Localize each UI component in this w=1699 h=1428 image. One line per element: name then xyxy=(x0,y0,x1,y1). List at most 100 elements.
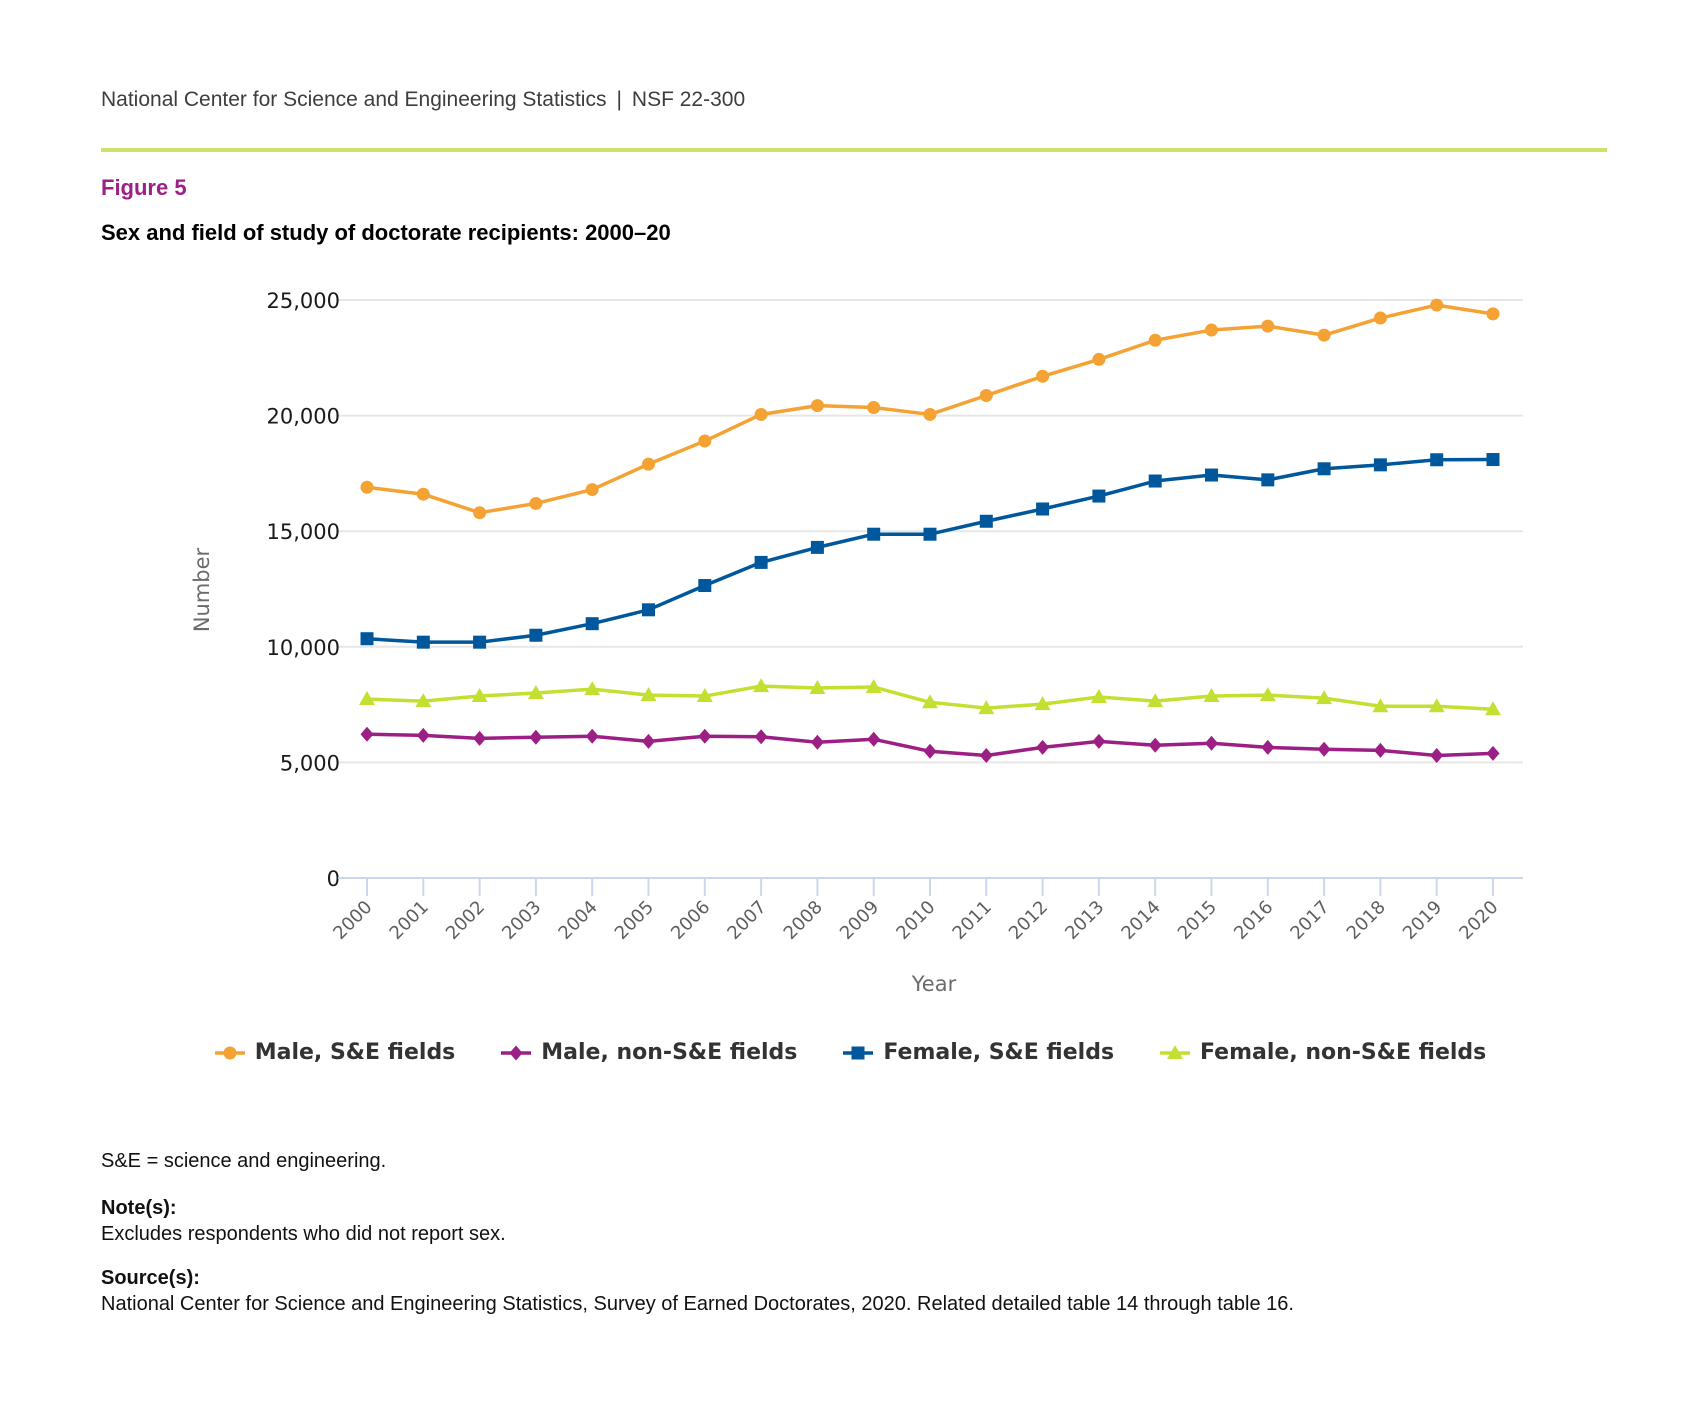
x-tick-label: 2018 xyxy=(1343,897,1390,944)
data-point xyxy=(1261,473,1275,487)
data-point xyxy=(473,506,487,520)
data-point xyxy=(1261,739,1275,755)
figure-label: Figure 5 xyxy=(101,175,187,200)
series-male-non-s-e-fields xyxy=(360,726,1500,763)
y-tick-label: 5,000 xyxy=(280,751,340,775)
data-point xyxy=(1259,687,1276,702)
data-point xyxy=(1430,453,1444,467)
data-point xyxy=(529,496,543,510)
header-report-id: NSF 22-300 xyxy=(631,88,746,111)
x-tick-label: 2002 xyxy=(442,897,489,944)
data-point xyxy=(1430,747,1444,763)
data-point xyxy=(1261,319,1275,333)
data-point xyxy=(359,691,375,706)
data-point xyxy=(1036,502,1050,516)
notes-heading: Note(s): xyxy=(101,1197,177,1219)
data-point xyxy=(360,632,374,646)
series-female-s-e-fields xyxy=(360,453,1500,649)
data-point xyxy=(1428,698,1445,713)
data-point xyxy=(473,730,487,746)
figure-title: Sex and field of study of doctorate reci… xyxy=(101,220,671,245)
data-point xyxy=(529,628,543,642)
data-point xyxy=(1092,489,1106,503)
data-point xyxy=(585,483,599,497)
legend-label: Female, non-S&E fields xyxy=(1200,1040,1487,1065)
data-point xyxy=(923,743,937,759)
data-point xyxy=(810,734,824,750)
data-point xyxy=(1205,468,1218,482)
data-point xyxy=(867,527,881,541)
data-point xyxy=(640,687,657,702)
x-axis: 2000 2001 2002 2003 2004 2005 2006 2007 2008 2009… xyxy=(329,877,1523,944)
data-point xyxy=(1148,333,1162,347)
data-point xyxy=(1372,698,1389,713)
x-tick-label: 2008 xyxy=(780,897,827,944)
legend-item[interactable]: Male, S&E fields xyxy=(213,1040,455,1065)
data-point xyxy=(810,540,824,554)
series-line xyxy=(366,457,1494,644)
x-tick-label: 2003 xyxy=(498,897,545,944)
legend-item[interactable]: Female, non-S&E fields xyxy=(1158,1040,1486,1065)
data-point xyxy=(473,635,487,649)
data-point xyxy=(698,434,712,448)
data-point xyxy=(415,693,432,708)
data-point xyxy=(809,679,826,694)
data-point xyxy=(979,388,993,402)
data-point xyxy=(1148,737,1162,753)
data-point xyxy=(585,617,599,631)
data-point xyxy=(471,688,488,703)
data-point xyxy=(979,747,993,763)
data-point xyxy=(1485,701,1501,716)
data-point xyxy=(360,726,374,742)
series-female-non-s-e-fields xyxy=(359,678,1501,716)
data-point xyxy=(1373,311,1387,325)
data-point xyxy=(1036,739,1050,755)
x-tick-label: 2005 xyxy=(611,897,658,944)
data-point xyxy=(416,727,430,743)
data-point xyxy=(1205,323,1218,337)
chart-legend: Male, S&E fields Male, non-S&E fields Fema… xyxy=(0,1040,1699,1065)
x-tick-label: 2000 xyxy=(329,897,376,944)
data-point xyxy=(529,729,543,745)
sources-heading: Source(s): xyxy=(101,1267,200,1289)
data-point xyxy=(1317,462,1331,476)
data-point xyxy=(865,679,882,694)
header-org: National Center for Science and Engineer… xyxy=(101,88,607,111)
x-tick-label: 2016 xyxy=(1230,897,1277,944)
x-tick-label: 2017 xyxy=(1286,897,1333,944)
square-marker-icon xyxy=(843,1046,874,1059)
y-tick-label: 10,000 xyxy=(267,636,340,660)
legend-marker xyxy=(509,1045,523,1060)
data-point xyxy=(416,487,430,501)
x-tick-label: 2007 xyxy=(723,897,770,944)
data-point xyxy=(1317,328,1331,342)
y-tick-label: 20,000 xyxy=(267,405,340,429)
data-point xyxy=(1034,696,1051,711)
y-tick-label: 25,000 xyxy=(267,289,340,313)
y-axis-ticks: 0 5,000 10,000 15,000 20,000 25,000 xyxy=(267,289,340,891)
data-point xyxy=(1148,474,1162,488)
data-point xyxy=(979,514,993,528)
x-tick-label: 2011 xyxy=(949,897,996,944)
data-point xyxy=(1090,688,1107,703)
data-point xyxy=(1205,735,1218,751)
legend-item[interactable]: Male, non-S&E fields xyxy=(499,1040,797,1065)
data-point xyxy=(922,694,938,709)
data-point xyxy=(753,678,770,693)
legend-label: Female, S&E fields xyxy=(883,1040,1115,1065)
data-point xyxy=(1430,298,1444,312)
y-axis-title: Number xyxy=(190,547,214,632)
x-tick-label: 2012 xyxy=(1005,897,1052,944)
data-point xyxy=(698,728,712,744)
data-point xyxy=(867,401,881,415)
legend-item[interactable]: Female, S&E fields xyxy=(841,1040,1114,1065)
x-tick-label: 2001 xyxy=(386,897,433,944)
data-point xyxy=(810,399,824,413)
legend-marker xyxy=(851,1046,865,1059)
data-point xyxy=(754,555,768,569)
x-tick-label: 2013 xyxy=(1061,897,1108,944)
data-point xyxy=(978,700,995,715)
data-point xyxy=(1486,453,1500,467)
data-point xyxy=(754,729,768,745)
data-point xyxy=(1373,458,1387,472)
